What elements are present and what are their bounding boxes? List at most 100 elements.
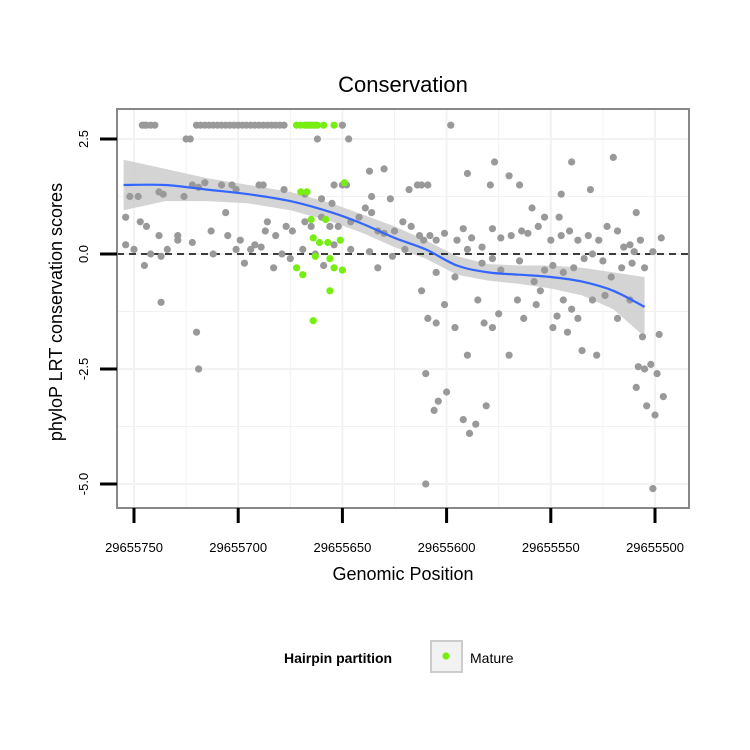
data-point-other — [224, 232, 232, 240]
data-point-other — [459, 416, 467, 424]
data-point-other — [459, 225, 467, 233]
data-point-other — [515, 181, 524, 189]
data-point-other — [578, 347, 586, 355]
legend-label-mature: Mature — [470, 650, 514, 666]
data-point-other — [618, 264, 626, 272]
data-point-other — [528, 204, 536, 212]
legend-key-mature-point — [442, 652, 450, 660]
data-point-other — [399, 218, 407, 226]
data-point-other — [426, 232, 434, 240]
data-point-other — [345, 135, 353, 143]
data-point-other — [180, 192, 188, 201]
data-point-other — [440, 301, 449, 309]
data-point-other — [432, 319, 440, 327]
data-point-other — [320, 261, 328, 270]
data-point-other — [507, 232, 515, 240]
data-point-other — [334, 222, 342, 230]
data-point-other — [549, 324, 557, 332]
data-point-other — [367, 209, 376, 217]
data-point-other — [140, 261, 149, 270]
data-point-other — [317, 195, 326, 203]
data-point-other — [247, 245, 255, 253]
data-point-other — [401, 245, 409, 253]
data-point-other — [451, 273, 459, 281]
data-point-other — [157, 298, 165, 306]
data-point-other — [636, 236, 645, 244]
data-point-other — [209, 250, 217, 258]
data-point-other — [515, 257, 524, 265]
smooth-line — [123, 183, 646, 308]
data-point-other — [236, 236, 244, 244]
x-axis-ticks: 29655750 29655700 29655650 29655600 29655550… — [105, 508, 684, 555]
data-point-other — [505, 351, 513, 359]
data-point-other — [365, 248, 374, 256]
data-point-other — [588, 250, 597, 258]
data-point-other — [328, 199, 336, 207]
data-point-other — [388, 252, 397, 260]
data-point-other — [434, 397, 442, 405]
data-point-other — [222, 209, 230, 217]
data-point-other — [632, 383, 640, 391]
data-point-mature — [330, 264, 338, 272]
data-point-other — [513, 296, 522, 304]
data-point-other — [415, 232, 424, 240]
data-point-other — [417, 287, 426, 295]
data-point-other — [468, 234, 476, 242]
data-point-other — [628, 259, 636, 267]
data-point-other — [424, 314, 432, 322]
data-point-other — [138, 121, 146, 129]
data-point-other — [588, 296, 597, 304]
data-point-other — [361, 204, 369, 212]
legend: Hairpin partition Mature — [284, 640, 514, 673]
data-point-other — [142, 222, 151, 230]
data-point-other — [632, 209, 640, 217]
data-point-mature — [326, 255, 334, 263]
data-point-other — [195, 365, 203, 373]
data-point-other — [574, 314, 582, 322]
data-point-other — [280, 121, 288, 129]
data-point-other — [278, 250, 286, 258]
data-point-other — [532, 301, 540, 309]
data-point-other — [261, 227, 269, 235]
data-point-other — [497, 234, 505, 242]
data-point-other — [486, 181, 494, 189]
data-point-mature — [330, 121, 338, 129]
data-point-other — [272, 232, 280, 240]
data-point-other — [299, 245, 307, 253]
y-tick-label: -5.0 — [76, 473, 91, 495]
data-point-mature — [309, 234, 317, 242]
data-point-mature — [315, 238, 324, 247]
data-point-other — [634, 363, 642, 371]
data-point-other — [443, 388, 451, 396]
data-point-other — [432, 236, 440, 244]
data-point-other — [568, 305, 576, 313]
data-point-other — [595, 236, 603, 244]
data-point-mature — [309, 317, 317, 325]
data-point-other — [599, 257, 607, 265]
data-point-other — [192, 328, 201, 336]
data-point-other — [565, 227, 574, 235]
data-point-other — [463, 245, 472, 253]
y-tick-label: 0.0 — [76, 245, 91, 263]
data-point-other — [407, 222, 415, 230]
data-point-other — [355, 213, 363, 221]
data-point-other — [326, 222, 334, 230]
data-point-other — [447, 121, 455, 129]
data-point-other — [488, 225, 497, 233]
data-point-other — [559, 268, 567, 276]
data-point-other — [424, 181, 432, 189]
data-point-other — [157, 252, 165, 260]
data-point-other — [640, 264, 649, 272]
data-point-other — [488, 255, 497, 263]
data-point-other — [263, 218, 271, 226]
data-point-other — [422, 480, 430, 488]
data-point-other — [338, 121, 346, 129]
data-point-other — [422, 370, 430, 378]
data-point-other — [555, 213, 563, 221]
data-point-other — [474, 296, 482, 304]
data-point-other — [534, 222, 542, 230]
confidence-ribbon — [123, 159, 645, 337]
data-point-other — [257, 243, 265, 251]
data-point-other — [620, 243, 628, 251]
data-point-mature — [340, 179, 349, 187]
